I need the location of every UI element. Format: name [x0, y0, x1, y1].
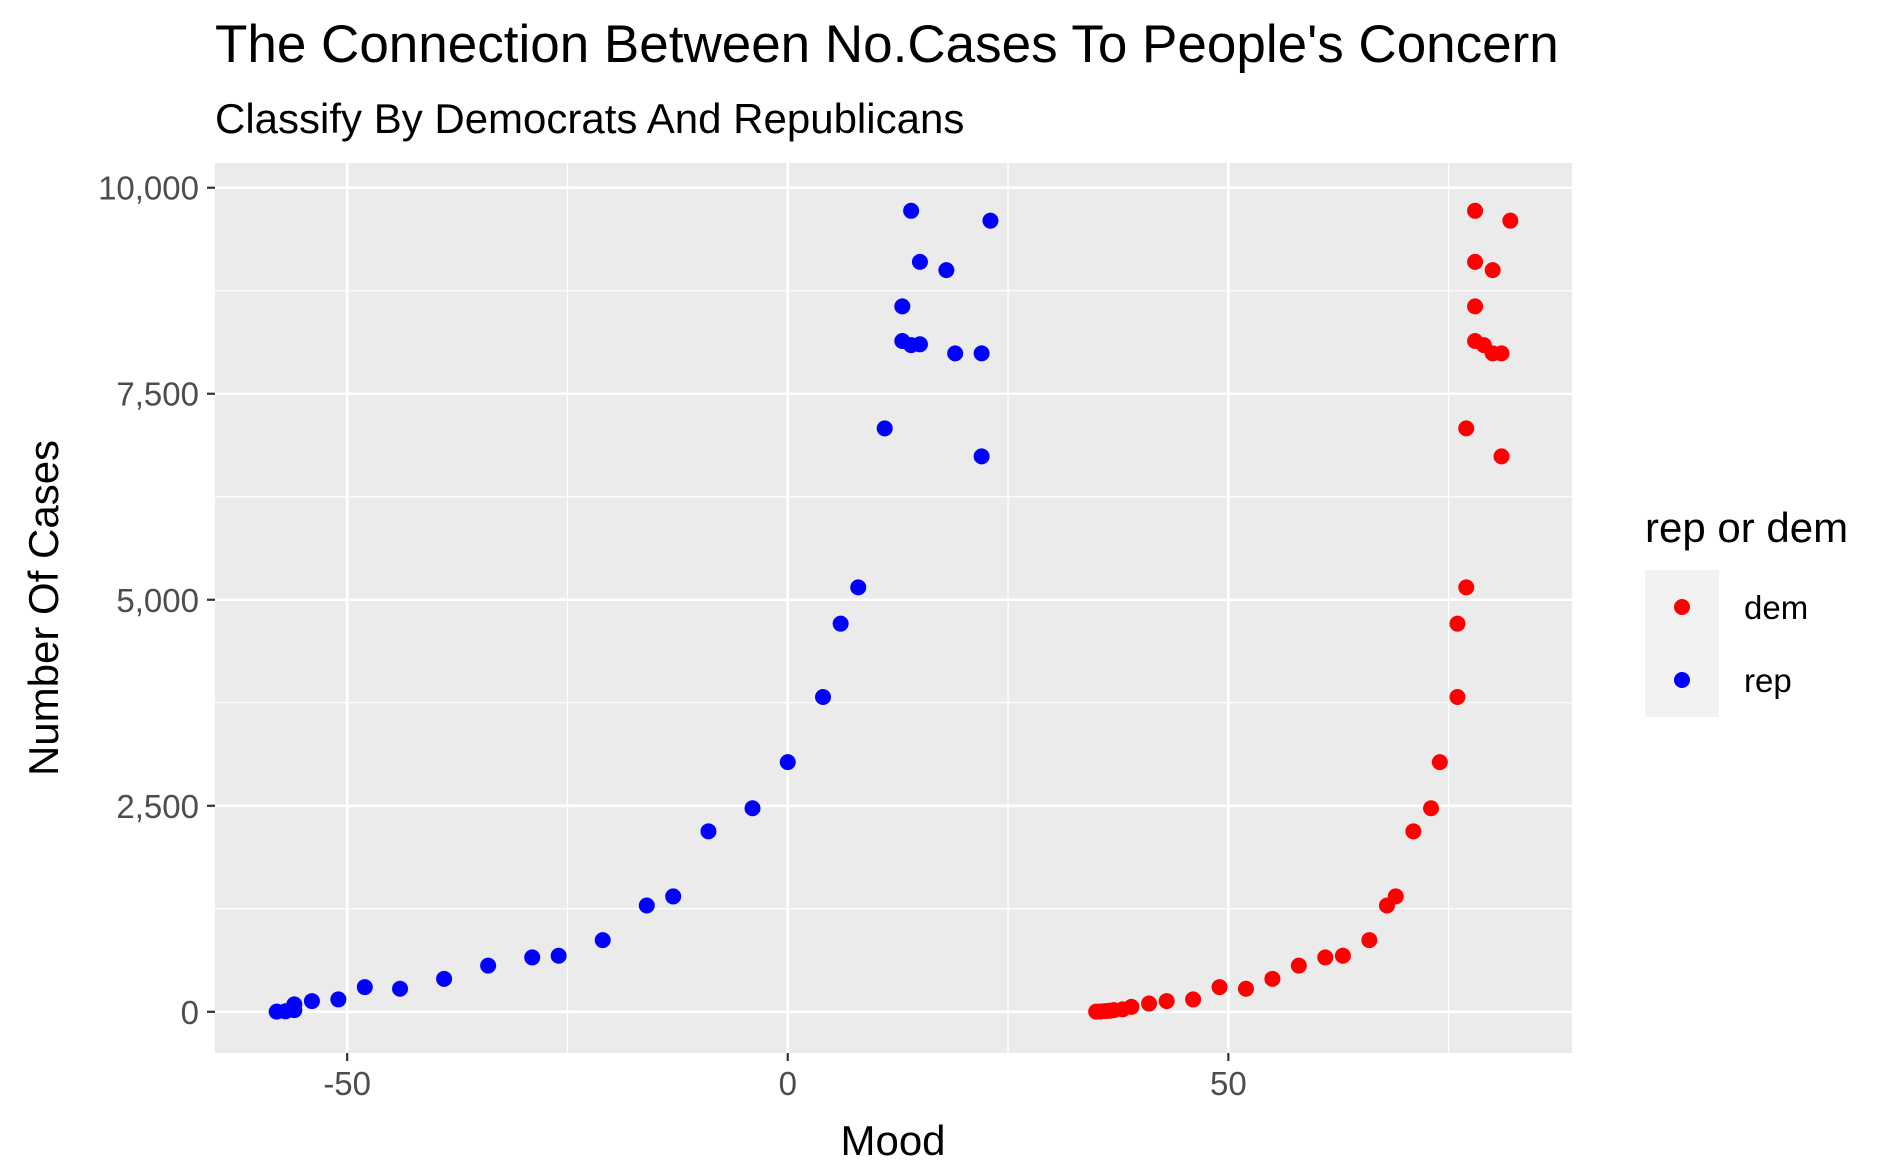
data-point-rep	[744, 800, 761, 817]
data-point-rep	[480, 957, 497, 974]
data-point-dem	[1361, 932, 1378, 949]
y-tick-label: 0	[181, 994, 199, 1031]
data-point-rep	[832, 615, 849, 632]
data-point-rep	[638, 897, 655, 914]
data-point-dem	[1334, 947, 1351, 964]
data-point-dem	[1449, 689, 1466, 705]
data-point-rep	[286, 996, 303, 1013]
data-point-rep	[982, 212, 999, 229]
data-point-rep	[303, 993, 320, 1010]
axes: -50 0 50 0 2,500 5,000 7,500 10,000	[98, 170, 1247, 1102]
x-tick-label: 50	[1210, 1065, 1247, 1102]
data-point-rep	[700, 823, 717, 840]
data-point-dem	[1211, 979, 1228, 996]
y-tick-label: 10,000	[98, 170, 199, 207]
data-point-rep	[973, 448, 990, 465]
legend-label-dem: dem	[1744, 589, 1808, 626]
y-tick-label: 5,000	[116, 582, 199, 619]
data-point-dem	[1431, 754, 1448, 771]
data-point-dem	[1467, 202, 1484, 219]
data-point-rep	[947, 345, 964, 362]
data-point-rep	[911, 336, 928, 353]
data-point-dem	[1484, 262, 1501, 279]
legend-key-rep	[1674, 672, 1690, 688]
legend: rep or dem dem rep	[1645, 504, 1848, 717]
x-axis-title: Mood	[840, 1117, 945, 1164]
data-point-rep	[876, 420, 893, 437]
data-point-dem	[1449, 615, 1466, 632]
data-point-rep	[594, 932, 611, 949]
chart-title: The Connection Between No.Cases To Peopl…	[215, 15, 1559, 74]
data-point-dem	[1387, 888, 1404, 905]
data-point-rep	[973, 345, 990, 362]
data-point-dem	[1458, 420, 1475, 437]
data-points	[268, 202, 1519, 1020]
legend-key-background	[1645, 570, 1719, 717]
data-point-rep	[550, 947, 567, 964]
data-point-dem	[1290, 957, 1307, 974]
legend-key-dem	[1674, 599, 1690, 615]
y-tick-label: 2,500	[116, 788, 199, 825]
data-point-dem	[1467, 298, 1484, 315]
data-point-rep	[524, 949, 541, 966]
data-point-dem	[1158, 993, 1175, 1010]
grid-minor	[215, 163, 1572, 1053]
data-point-dem	[1493, 448, 1510, 465]
legend-title: rep or dem	[1645, 504, 1848, 551]
data-point-dem	[1405, 823, 1422, 840]
data-point-rep	[356, 979, 373, 996]
data-point-rep	[894, 298, 911, 315]
data-point-rep	[938, 262, 955, 279]
plot-panel	[215, 163, 1572, 1053]
legend-label-rep: rep	[1744, 662, 1792, 699]
data-point-rep	[911, 253, 928, 270]
data-point-dem	[1141, 995, 1158, 1012]
data-point-dem	[1493, 345, 1510, 362]
data-point-rep	[436, 970, 453, 987]
data-point-rep	[779, 754, 796, 771]
data-point-dem	[1264, 970, 1281, 987]
data-point-dem	[1467, 253, 1484, 270]
data-point-rep	[815, 689, 832, 705]
data-point-rep	[330, 991, 347, 1008]
data-point-dem	[1237, 980, 1254, 997]
grid-major	[215, 163, 1572, 1053]
data-point-rep	[392, 980, 409, 997]
data-point-dem	[1502, 212, 1519, 229]
data-point-dem	[1185, 991, 1202, 1008]
y-axis-title: Number Of Cases	[20, 440, 67, 776]
data-point-dem	[1317, 949, 1334, 966]
data-point-rep	[850, 579, 867, 596]
data-point-dem	[1423, 800, 1440, 817]
chart-subtitle: Classify By Democrats And Republicans	[215, 95, 964, 142]
data-point-dem	[1123, 998, 1140, 1015]
y-tick-label: 7,500	[116, 376, 199, 413]
data-point-dem	[1458, 579, 1475, 596]
data-point-rep	[903, 202, 920, 219]
data-point-rep	[665, 888, 682, 905]
x-tick-label: 0	[779, 1065, 797, 1102]
x-tick-label: -50	[323, 1065, 371, 1102]
